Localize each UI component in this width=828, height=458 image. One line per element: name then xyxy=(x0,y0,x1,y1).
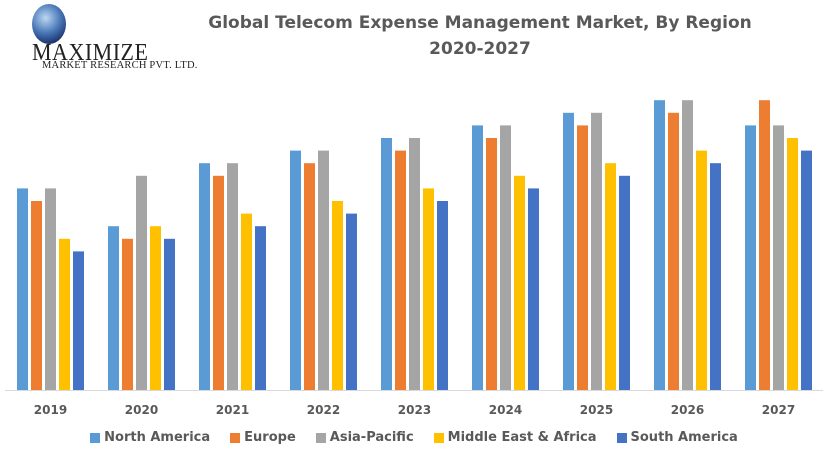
bar-north-america-2027 xyxy=(745,125,756,391)
bar-south-america-2019 xyxy=(73,251,84,390)
x-tick-label: 2022 xyxy=(307,403,340,417)
bar-asia-pacific-2025 xyxy=(591,112,602,391)
bar-south-america-2024 xyxy=(528,188,539,390)
bar-north-america-2020 xyxy=(108,226,119,390)
bar-north-america-2024 xyxy=(472,125,483,391)
bar-europe-2024 xyxy=(486,138,497,390)
bar-europe-2027 xyxy=(759,100,770,390)
bar-middle-east-africa-2027 xyxy=(787,138,798,390)
bar-south-america-2025 xyxy=(619,175,630,390)
x-tick-label: 2026 xyxy=(671,403,704,417)
x-tick-label: 2021 xyxy=(216,403,249,417)
bar-south-america-2027 xyxy=(801,150,812,390)
bar-europe-2019 xyxy=(31,201,42,390)
x-tick-labels: 2019 2020 2021 2022 2023 2024 2025 2026 2027 xyxy=(34,403,795,417)
bar-north-america-2021 xyxy=(199,163,210,390)
bar-south-america-2023 xyxy=(437,201,448,390)
legend-label: Middle East & Africa xyxy=(447,430,597,445)
x-tick-label: 2027 xyxy=(762,403,795,417)
bar-asia-pacific-2023 xyxy=(409,138,420,390)
bar-middle-east-africa-2026 xyxy=(696,150,707,390)
bar-north-america-2022 xyxy=(290,150,301,390)
legend-item: Asia-Pacific xyxy=(315,430,414,445)
legend-label: Asia-Pacific xyxy=(329,430,414,445)
bar-asia-pacific-2026 xyxy=(682,100,693,390)
bar-south-america-2022 xyxy=(346,213,357,390)
bar-europe-2020 xyxy=(122,238,133,390)
bar-middle-east-africa-2023 xyxy=(423,188,434,390)
bar-chart: 2019 2020 2021 2022 2023 2024 2025 2026 2027 xyxy=(5,100,823,417)
bar-middle-east-africa-2021 xyxy=(241,213,252,390)
legend-item: North America xyxy=(90,430,210,445)
chart-title-block: Global Telecom Expense Management Market… xyxy=(200,10,760,62)
bar-asia-pacific-2019 xyxy=(45,188,56,390)
legend-swatch xyxy=(616,432,627,443)
bar-middle-east-africa-2020 xyxy=(150,226,161,390)
bar-asia-pacific-2027 xyxy=(773,125,784,391)
bar-middle-east-africa-2025 xyxy=(605,163,616,390)
legend-item: Middle East & Africa xyxy=(433,430,597,445)
bar-south-america-2026 xyxy=(710,163,721,390)
bar-middle-east-africa-2024 xyxy=(514,175,525,390)
bar-asia-pacific-2024 xyxy=(500,125,511,391)
bar-europe-2021 xyxy=(213,175,224,390)
legend-swatch xyxy=(230,432,241,443)
bars-group xyxy=(17,100,812,391)
x-tick-label: 2025 xyxy=(580,403,613,417)
logo-brand: MAXIMIZE xyxy=(32,38,149,66)
bar-europe-2023 xyxy=(395,150,406,390)
bar-europe-2022 xyxy=(304,163,315,390)
logo-subtitle: MARKET RESEARCH PVT. LTD. xyxy=(42,60,198,71)
legend-label: South America xyxy=(630,430,738,445)
legend-label: Europe xyxy=(244,430,296,445)
bar-middle-east-africa-2019 xyxy=(59,238,70,390)
legend: North America Europe Asia-Pacific Middle Ea… xyxy=(0,430,828,445)
bar-north-america-2023 xyxy=(381,138,392,390)
legend-swatch xyxy=(433,432,444,443)
bar-asia-pacific-2021 xyxy=(227,163,238,390)
bar-north-america-2026 xyxy=(654,100,665,390)
bar-middle-east-africa-2022 xyxy=(332,201,343,390)
bar-europe-2026 xyxy=(668,112,679,391)
x-tick-label: 2020 xyxy=(125,403,158,417)
legend-item: Europe xyxy=(230,430,296,445)
globe-icon xyxy=(32,4,66,44)
bar-north-america-2019 xyxy=(17,188,28,390)
bar-europe-2025 xyxy=(577,125,588,391)
bar-north-america-2025 xyxy=(563,112,574,391)
x-tick-label: 2024 xyxy=(489,403,522,417)
bar-south-america-2021 xyxy=(255,226,266,390)
chart-title: Global Telecom Expense Management Market… xyxy=(208,13,752,33)
company-logo: MAXIMIZE MARKET RESEARCH PVT. LTD. xyxy=(8,2,198,74)
chart-subtitle: 2020-2027 xyxy=(429,39,531,59)
legend-swatch xyxy=(90,432,101,443)
legend-label: North America xyxy=(104,430,211,445)
bar-asia-pacific-2020 xyxy=(136,175,147,390)
bar-south-america-2020 xyxy=(164,238,175,390)
x-tick-label: 2023 xyxy=(398,403,431,417)
x-tick-label: 2019 xyxy=(34,403,67,417)
bar-asia-pacific-2022 xyxy=(318,150,329,390)
legend-swatch xyxy=(315,432,326,443)
legend-item: South America xyxy=(616,430,738,445)
